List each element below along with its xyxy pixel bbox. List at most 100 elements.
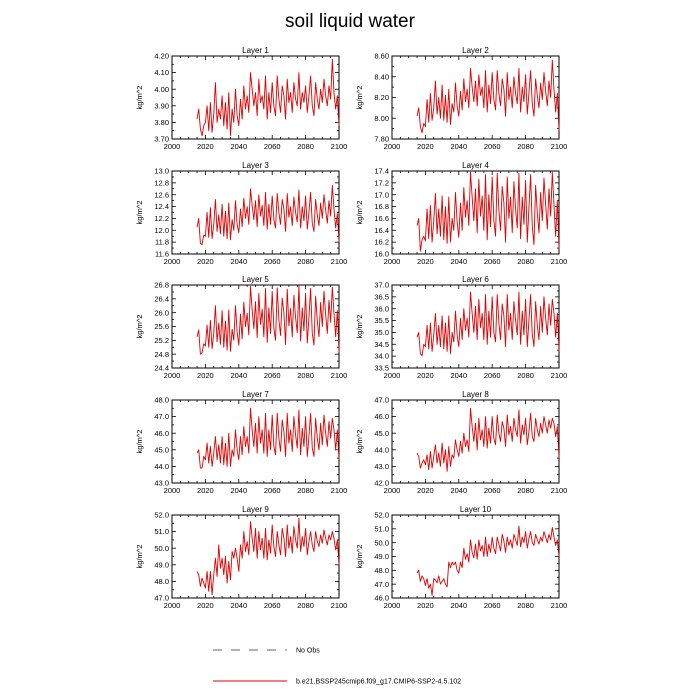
x-tick-label: 2040 — [230, 257, 247, 266]
y-tick-label: 4.20 — [154, 52, 169, 61]
panel-title: Layer 3 — [242, 161, 269, 170]
y-tick-label: 3.70 — [154, 135, 169, 144]
panel-4: Layer 4 2000 2020 2040 2060 2080 2100 16.0 16.2 1… — [355, 161, 567, 266]
y-tick-label: 45.0 — [154, 445, 169, 454]
x-tick-label: 2020 — [417, 601, 434, 610]
x-tick-label: 2100 — [551, 601, 568, 610]
y-tick-label: 12.8 — [154, 178, 169, 187]
x-tick-label: 2000 — [164, 371, 181, 380]
x-tick-label: 2000 — [164, 486, 181, 495]
x-tick-label: 2080 — [297, 601, 314, 610]
x-tick-label: 2100 — [331, 601, 348, 610]
x-tick-label: 2060 — [264, 486, 281, 495]
y-tick-label: 33.5 — [374, 364, 389, 373]
y-tick-label: 52.0 — [154, 511, 169, 520]
y-tick-label: 3.80 — [154, 118, 169, 127]
plot-frame — [391, 514, 560, 599]
panel-9: Layer 9 2000 2020 2040 2060 2080 2100 47.0 48.0 4… — [135, 505, 347, 610]
y-tick-label: 16.4 — [374, 226, 389, 235]
panel-7: Layer 7 2000 2020 2040 2060 2080 2100 43.0 44.0 4… — [135, 390, 347, 495]
x-tick-label: 2060 — [264, 601, 281, 610]
x-tick-label: 2060 — [484, 257, 501, 266]
x-tick-label: 2080 — [517, 486, 534, 495]
x-tick-label: 2040 — [450, 142, 467, 151]
x-tick-label: 2100 — [331, 142, 348, 151]
x-tick-label: 2020 — [197, 142, 214, 151]
x-tick-label: 2060 — [484, 142, 501, 151]
panel-3: Layer 3 2000 2020 2040 2060 2080 2100 11.6 11.8 1… — [135, 161, 347, 266]
y-tick-label: 26.8 — [154, 281, 169, 290]
y-tick-label: 43.0 — [154, 479, 169, 488]
y-tick-label: 25.2 — [154, 336, 169, 345]
y-axis-label: kg/m^2 — [135, 86, 144, 110]
y-tick-label: 24.8 — [154, 350, 169, 359]
panel-grid: Layer 1 2000 2020 2040 2060 2080 2100 3.70 3.80 3… — [135, 46, 567, 610]
x-tick-label: 2020 — [197, 601, 214, 610]
x-tick-label: 2080 — [297, 486, 314, 495]
series-line — [196, 285, 340, 355]
y-axis-label: kg/m^2 — [355, 430, 364, 454]
y-tick-label: 48.0 — [374, 566, 389, 575]
y-tick-label: 35.5 — [374, 316, 389, 325]
x-tick-label: 2040 — [450, 601, 467, 610]
x-tick-label: 2020 — [197, 371, 214, 380]
y-tick-label: 42.0 — [374, 479, 389, 488]
x-tick-label: 2020 — [417, 142, 434, 151]
y-tick-label: 49.0 — [154, 560, 169, 569]
panel-title: Layer 4 — [462, 161, 489, 170]
y-axis-label: kg/m^2 — [135, 545, 144, 569]
y-tick-label: 26.4 — [154, 294, 169, 303]
y-axis-label: kg/m^2 — [355, 86, 364, 110]
plot-frame — [391, 55, 560, 140]
y-tick-label: 44.0 — [154, 462, 169, 471]
y-tick-label: 16.8 — [374, 202, 389, 211]
plot-frame — [171, 284, 340, 369]
x-tick-label: 2080 — [517, 601, 534, 610]
x-tick-label: 2000 — [384, 257, 401, 266]
y-tick-label: 44.0 — [374, 445, 389, 454]
y-tick-label: 45.0 — [374, 429, 389, 438]
x-tick-label: 2040 — [450, 257, 467, 266]
y-tick-label: 16.0 — [374, 250, 389, 259]
y-tick-label: 8.20 — [374, 93, 389, 102]
y-axis-label: kg/m^2 — [355, 201, 364, 225]
y-axis-label: kg/m^2 — [135, 315, 144, 339]
x-tick-label: 2080 — [517, 142, 534, 151]
y-tick-label: 50.0 — [154, 544, 169, 553]
series-line — [196, 407, 340, 469]
y-tick-label: 48.0 — [154, 577, 169, 586]
panel-8: Layer 8 2000 2020 2040 2060 2080 2100 42.0 43.0 4… — [355, 390, 567, 495]
y-tick-label: 3.90 — [154, 101, 169, 110]
y-tick-label: 13.0 — [154, 167, 169, 176]
y-axis-label: kg/m^2 — [135, 201, 144, 225]
panel-title: Layer 10 — [460, 505, 492, 514]
y-tick-label: 17.0 — [374, 190, 389, 199]
y-tick-label: 36.0 — [374, 304, 389, 313]
y-tick-label: 26.0 — [154, 308, 169, 317]
y-tick-label: 17.2 — [374, 178, 389, 187]
x-tick-label: 2000 — [164, 142, 181, 151]
x-tick-label: 2100 — [551, 142, 568, 151]
series-line — [196, 517, 340, 596]
y-tick-label: 34.0 — [374, 352, 389, 361]
x-tick-label: 2040 — [450, 486, 467, 495]
y-tick-label: 8.40 — [374, 72, 389, 81]
y-tick-label: 17.4 — [374, 167, 389, 176]
series-line — [416, 291, 560, 357]
x-tick-label: 2060 — [264, 142, 281, 151]
x-tick-label: 2000 — [384, 601, 401, 610]
y-tick-label: 49.0 — [374, 552, 389, 561]
y-axis-label: kg/m^2 — [355, 545, 364, 569]
x-tick-label: 2100 — [331, 257, 348, 266]
y-tick-label: 12.4 — [154, 202, 169, 211]
y-tick-label: 25.6 — [154, 322, 169, 331]
x-tick-label: 2000 — [164, 257, 181, 266]
x-tick-label: 2060 — [484, 371, 501, 380]
plot-frame — [391, 284, 560, 369]
x-tick-label: 2100 — [551, 257, 568, 266]
x-tick-label: 2060 — [484, 601, 501, 610]
y-tick-label: 11.8 — [155, 238, 169, 247]
x-tick-label: 2080 — [517, 371, 534, 380]
y-tick-label: 50.0 — [374, 538, 389, 547]
